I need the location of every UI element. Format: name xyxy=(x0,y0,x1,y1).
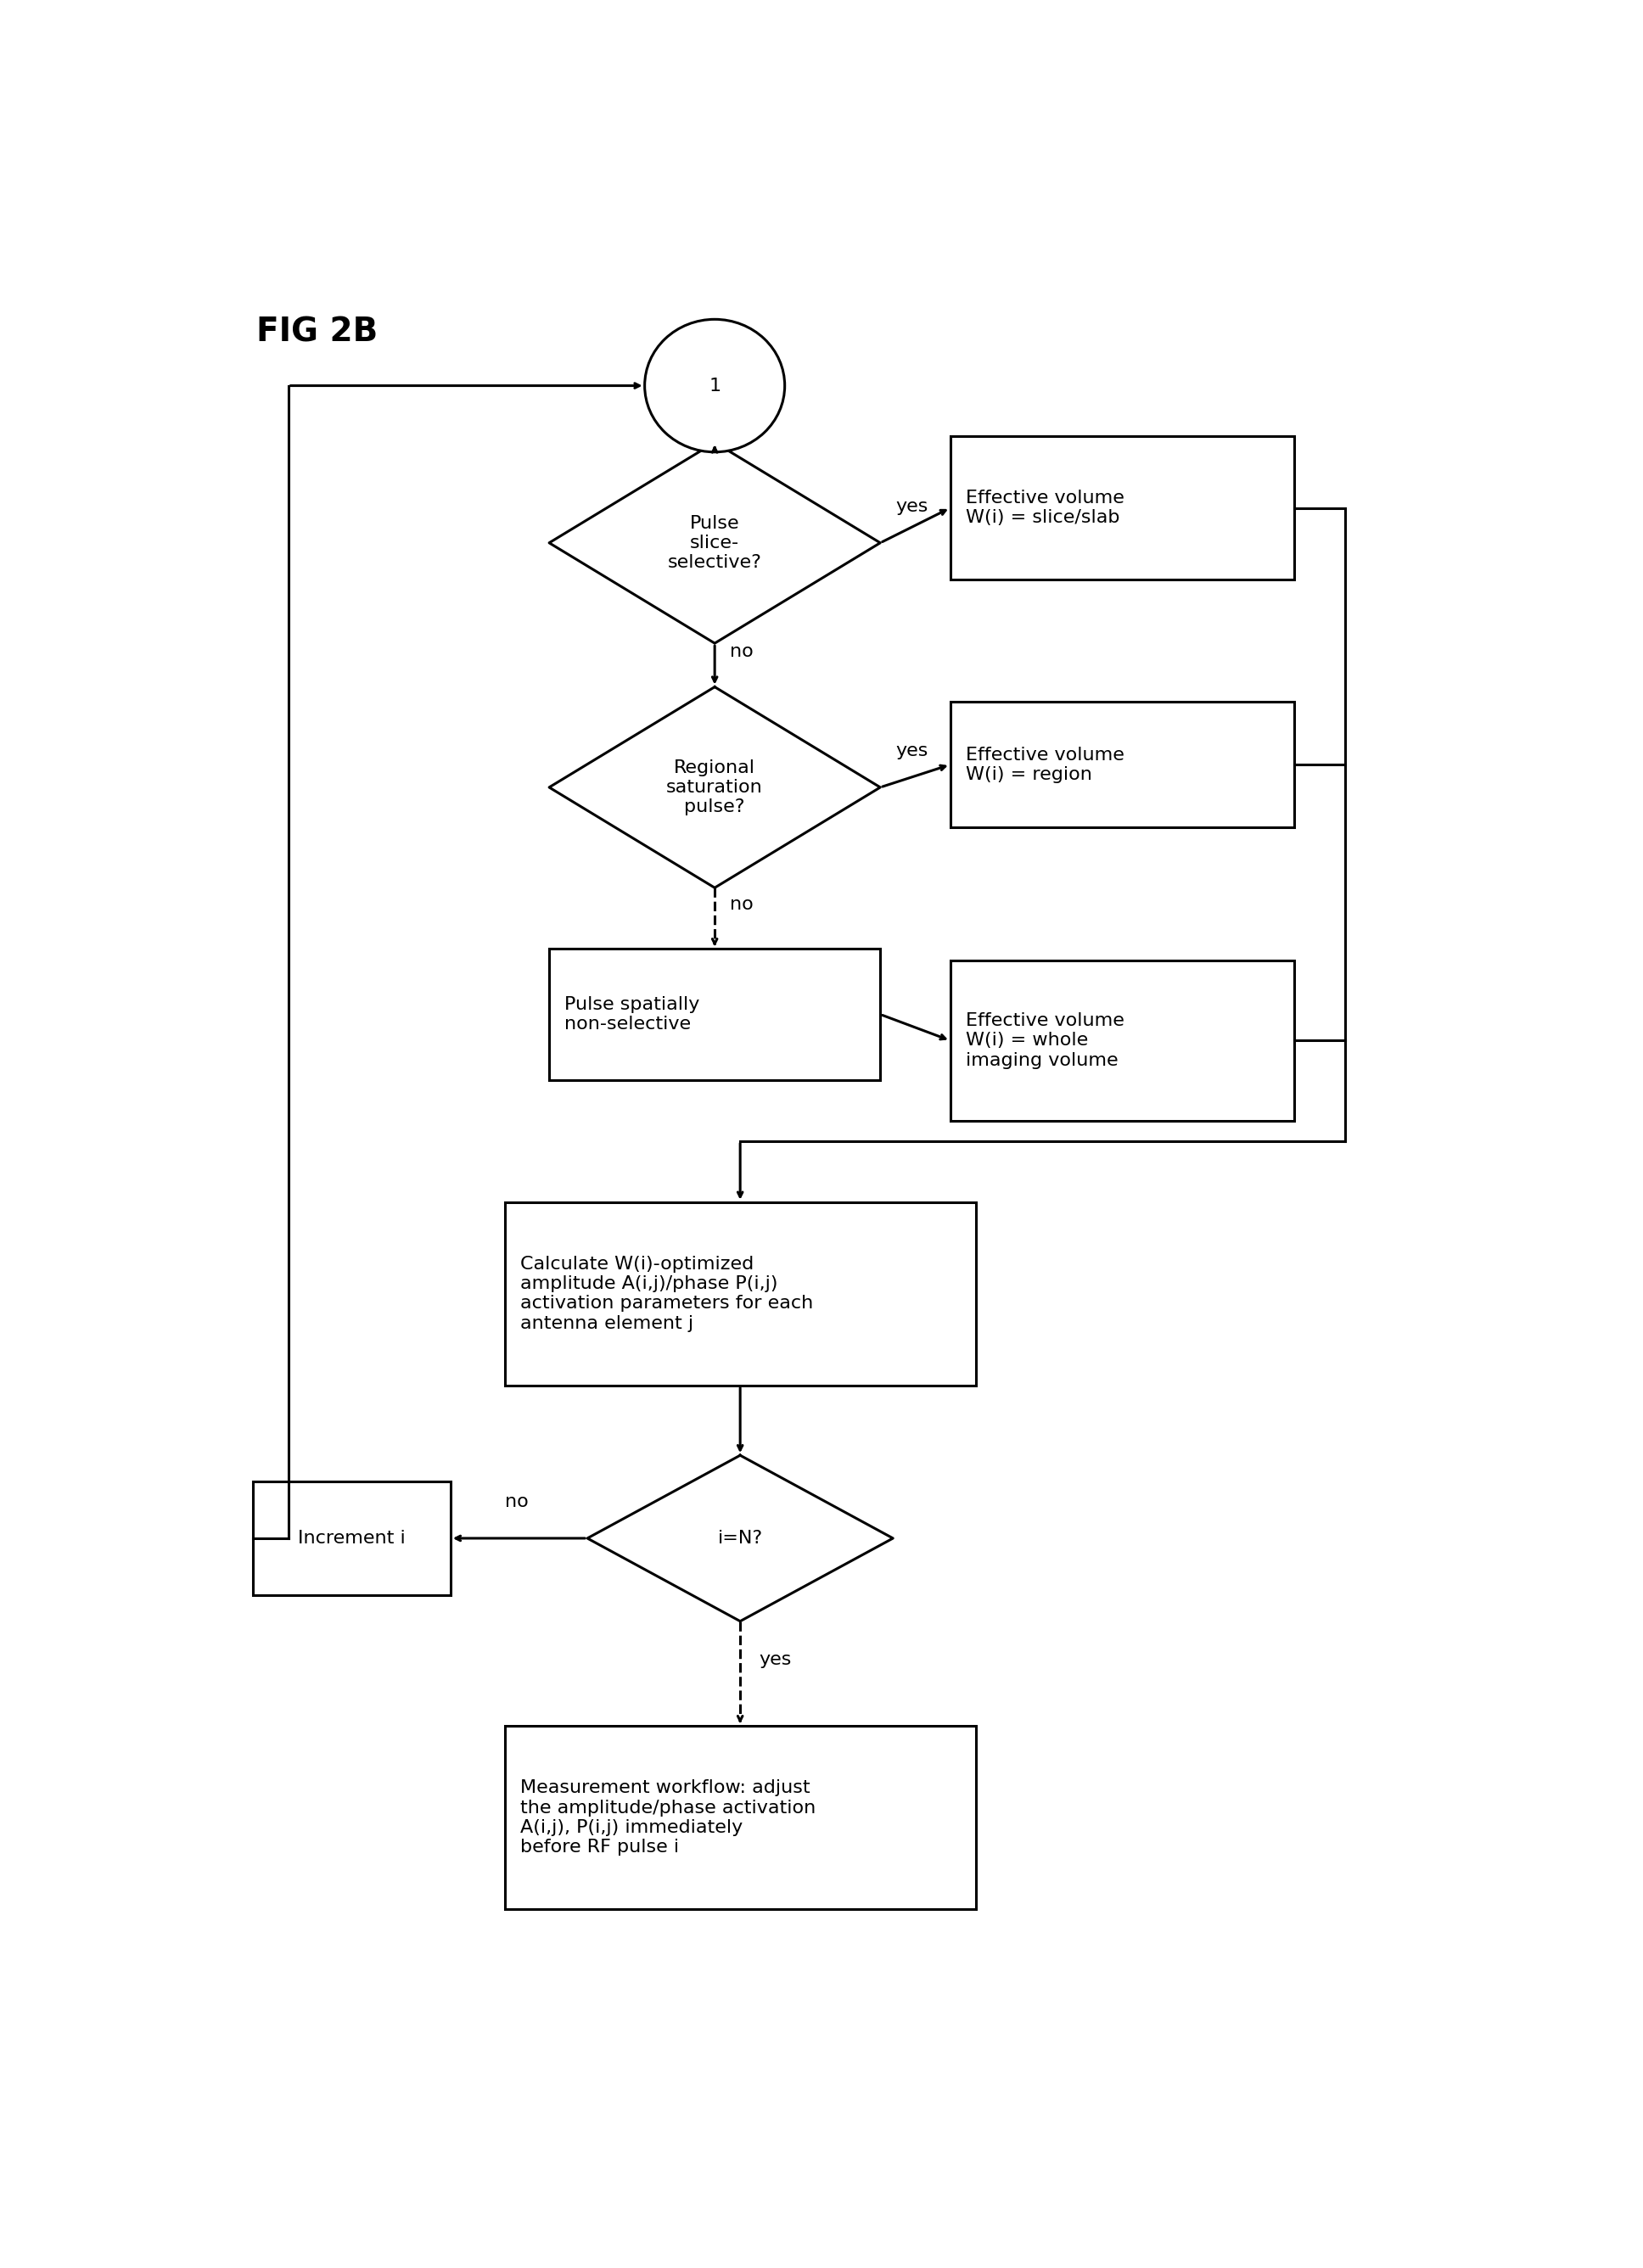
Bar xyxy=(950,435,1295,581)
Text: Effective volume
W(i) = slice/slab: Effective volume W(i) = slice/slab xyxy=(966,490,1124,526)
Text: i=N?: i=N? xyxy=(718,1531,762,1547)
Text: Effective volume
W(i) = region: Effective volume W(i) = region xyxy=(966,746,1124,782)
Text: Pulse
slice-
selective?: Pulse slice- selective? xyxy=(667,515,762,572)
Text: yes: yes xyxy=(895,742,928,760)
Text: 1: 1 xyxy=(708,376,721,395)
Text: no: no xyxy=(729,896,754,914)
Text: Calculate W(i)-optimized
amplitude A(i,j)/phase P(i,j)
activation parameters for: Calculate W(i)-optimized amplitude A(i,j… xyxy=(519,1256,813,1331)
Bar xyxy=(253,1481,450,1594)
Text: Measurement workflow: adjust
the amplitude/phase activation
A(i,j), P(i,j) immed: Measurement workflow: adjust the amplitu… xyxy=(519,1780,815,1855)
Text: Regional
saturation
pulse?: Regional saturation pulse? xyxy=(667,760,762,816)
Text: yes: yes xyxy=(759,1651,792,1669)
Text: FIG 2B: FIG 2B xyxy=(256,315,378,347)
Text: no: no xyxy=(504,1492,527,1510)
Bar xyxy=(950,701,1295,828)
Text: Effective volume
W(i) = whole
imaging volume: Effective volume W(i) = whole imaging vo… xyxy=(966,1012,1124,1068)
Text: no: no xyxy=(729,642,754,660)
Bar xyxy=(504,1202,976,1386)
Ellipse shape xyxy=(644,320,785,451)
Bar xyxy=(950,959,1295,1120)
Bar xyxy=(504,1726,976,1910)
Text: Increment i: Increment i xyxy=(297,1531,406,1547)
Text: Pulse spatially
non-selective: Pulse spatially non-selective xyxy=(565,996,700,1032)
Text: yes: yes xyxy=(895,499,928,515)
Bar xyxy=(549,948,881,1080)
